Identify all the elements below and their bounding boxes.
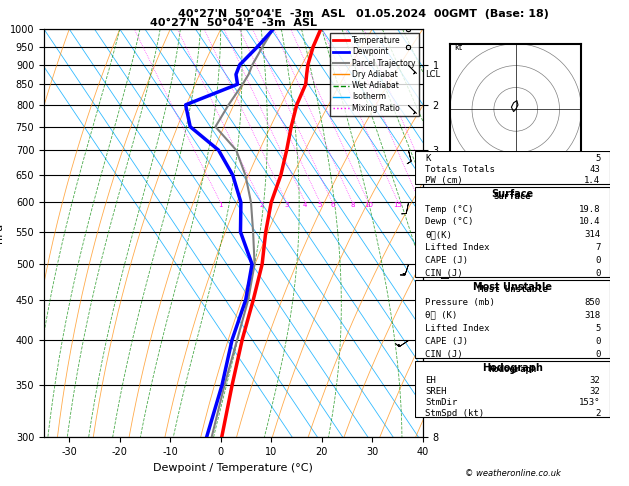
Text: Hodograph: Hodograph <box>489 364 537 374</box>
Text: 32: 32 <box>589 387 600 396</box>
Legend: Temperature, Dewpoint, Parcel Trajectory, Dry Adiabat, Wet Adiabat, Isotherm, Mi: Temperature, Dewpoint, Parcel Trajectory… <box>330 33 419 116</box>
Text: 4: 4 <box>303 202 308 208</box>
Text: Pressure (mb): Pressure (mb) <box>425 297 495 307</box>
Text: 3: 3 <box>284 202 289 208</box>
Text: PW (cm): PW (cm) <box>425 176 462 186</box>
Bar <box>415 151 610 184</box>
Text: CIN (J): CIN (J) <box>425 350 462 359</box>
Text: Most Unstable: Most Unstable <box>473 281 552 292</box>
Text: 20: 20 <box>415 202 425 208</box>
Text: 0: 0 <box>595 337 600 346</box>
Text: 10: 10 <box>364 202 373 208</box>
Text: Surface: Surface <box>492 189 533 199</box>
Text: 2: 2 <box>259 202 264 208</box>
Y-axis label: Mixing Ratio (g/kg): Mixing Ratio (g/kg) <box>442 187 452 279</box>
Text: Temp (°C): Temp (°C) <box>425 205 473 213</box>
Title: 40°27'N  50°04'E  -3m  ASL: 40°27'N 50°04'E -3m ASL <box>150 18 317 28</box>
Text: Most Unstable: Most Unstable <box>477 284 548 294</box>
Text: 0: 0 <box>595 350 600 359</box>
Text: LCL: LCL <box>425 70 440 79</box>
Text: 5: 5 <box>595 154 600 163</box>
Text: 0: 0 <box>595 256 600 265</box>
Text: CIN (J): CIN (J) <box>425 269 462 278</box>
Text: StmSpd (kt): StmSpd (kt) <box>425 410 484 418</box>
Text: © weatheronline.co.uk: © weatheronline.co.uk <box>465 469 560 478</box>
Text: EH: EH <box>425 376 436 385</box>
Bar <box>415 280 610 358</box>
Text: 314: 314 <box>584 230 600 239</box>
Text: 1: 1 <box>218 202 223 208</box>
Text: 01.05.2024  00GMT  (Base: 18): 01.05.2024 00GMT (Base: 18) <box>357 9 549 19</box>
Text: 153°: 153° <box>579 399 600 407</box>
Text: 43: 43 <box>589 165 600 174</box>
Text: 5: 5 <box>318 202 322 208</box>
Text: 10.4: 10.4 <box>579 217 600 226</box>
Text: 5: 5 <box>595 324 600 333</box>
Text: CAPE (J): CAPE (J) <box>425 256 468 265</box>
Text: 850: 850 <box>584 297 600 307</box>
Text: CAPE (J): CAPE (J) <box>425 337 468 346</box>
Bar <box>415 361 610 417</box>
Text: SREH: SREH <box>425 387 447 396</box>
Text: kt: kt <box>455 43 463 52</box>
Text: Lifted Index: Lifted Index <box>425 324 489 333</box>
Text: 2: 2 <box>595 410 600 418</box>
Text: 0: 0 <box>595 269 600 278</box>
Text: 32: 32 <box>589 376 600 385</box>
Text: 19.8: 19.8 <box>579 205 600 213</box>
Text: Totals Totals: Totals Totals <box>425 165 495 174</box>
Text: θᴄ(K): θᴄ(K) <box>425 230 452 239</box>
Bar <box>415 187 610 277</box>
Text: StmDir: StmDir <box>425 399 457 407</box>
Text: 1.4: 1.4 <box>584 176 600 186</box>
Text: 40°27'N  50°04'E  -3m  ASL: 40°27'N 50°04'E -3m ASL <box>177 9 345 19</box>
Y-axis label: hPa: hPa <box>0 223 4 243</box>
X-axis label: Dewpoint / Temperature (°C): Dewpoint / Temperature (°C) <box>153 463 313 473</box>
Text: Lifted Index: Lifted Index <box>425 243 489 252</box>
Text: 15: 15 <box>394 202 403 208</box>
Text: Hodograph: Hodograph <box>482 363 543 373</box>
Text: K: K <box>425 154 430 163</box>
Text: 6: 6 <box>330 202 335 208</box>
Text: Surface: Surface <box>494 191 532 201</box>
Text: 7: 7 <box>595 243 600 252</box>
Text: 8: 8 <box>350 202 355 208</box>
Text: Dewp (°C): Dewp (°C) <box>425 217 473 226</box>
Text: 318: 318 <box>584 311 600 320</box>
Text: θᴄ (K): θᴄ (K) <box>425 311 457 320</box>
